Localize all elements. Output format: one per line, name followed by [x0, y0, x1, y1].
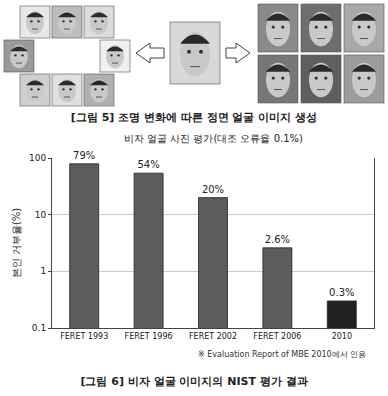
svg-text:FERET 1996: FERET 1996	[125, 332, 173, 341]
svg-text:10: 10	[35, 210, 47, 220]
svg-text:FERET 2006: FERET 2006	[253, 332, 301, 341]
html-text:[그림 5] 조명 변화에 따른 정면 얼굴 이미지 생성: [그림 5] 조명 변화에 따른 정면 얼굴 이미지 생성	[70, 111, 318, 124]
svg-text:FERET 2002: FERET 2002	[189, 332, 237, 341]
svg-text:79%: 79%	[73, 150, 95, 161]
svg-text:※ Evaluation Report of MBE 201: ※ Evaluation Report of MBE 2010에서 인용	[198, 350, 366, 359]
svg-text:1: 1	[40, 266, 46, 276]
svg-text:2.6%: 2.6%	[265, 234, 290, 245]
svg-text:비자 얼굴 사진 평가(대조 오류율 0.1%): 비자 얼굴 사진 평가(대조 오류율 0.1%)	[124, 133, 303, 144]
svg-text:0.3%: 0.3%	[329, 287, 354, 298]
svg-text:20%: 20%	[202, 184, 224, 195]
svg-text:54%: 54%	[137, 159, 159, 170]
svg-text:2010: 2010	[332, 332, 352, 341]
svg-text:100: 100	[29, 153, 46, 163]
svg-text:본인 거부율(%): 본인 거부율(%)	[11, 208, 22, 279]
svg-text:FERET 1993: FERET 1993	[60, 332, 108, 341]
svg-text:0.1: 0.1	[32, 323, 46, 333]
html-text:[그림 6] 비자 얼굴 이미지의 NIST 평가 결과: [그림 6] 비자 얼굴 이미지의 NIST 평가 결과	[80, 375, 308, 388]
